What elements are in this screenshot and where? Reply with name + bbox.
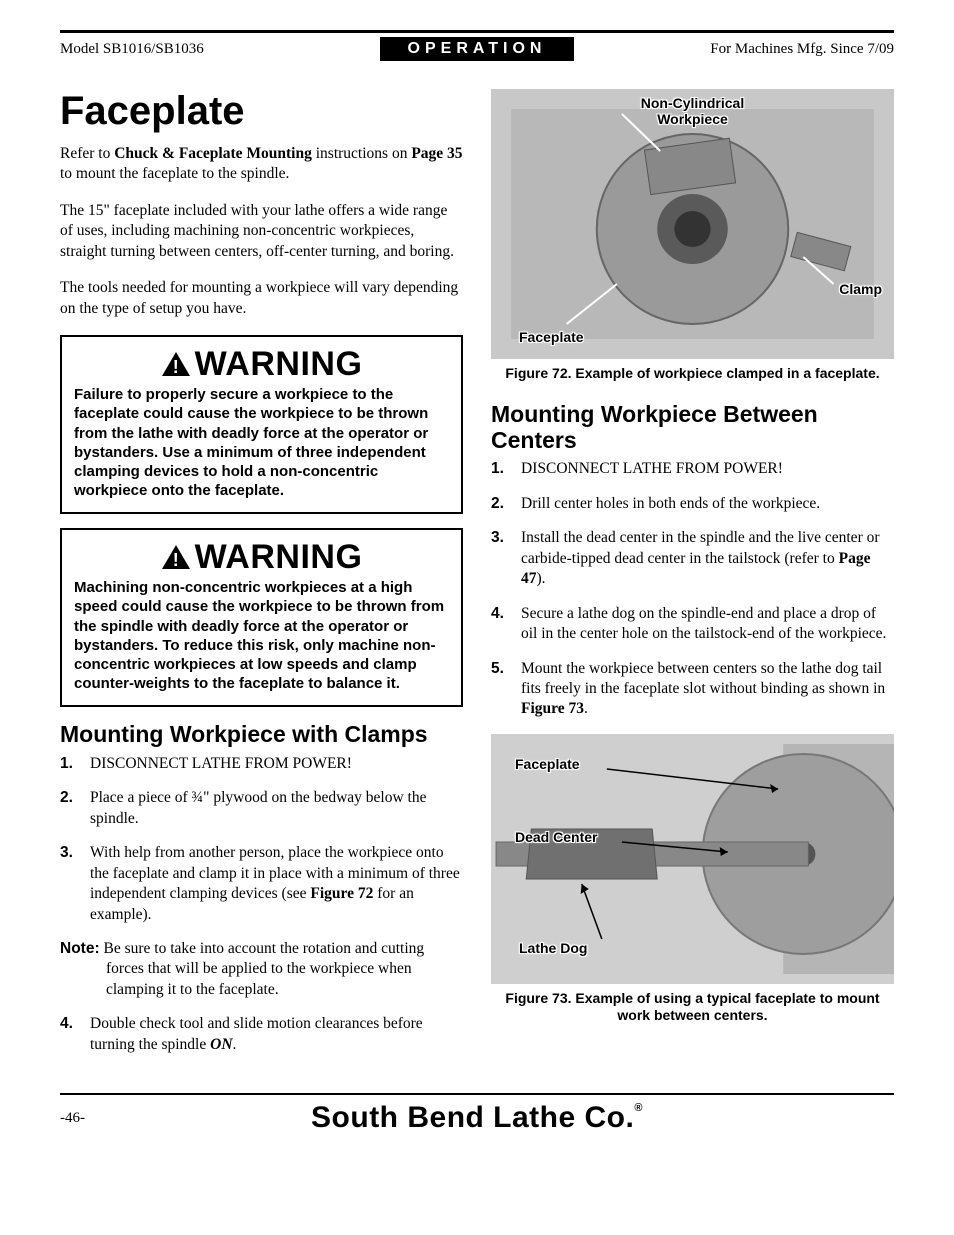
centers-step-3: 3.Install the dead center in the spindle… <box>491 528 894 589</box>
fig72-label-workpiece: Non-Cylindrical Workpiece <box>641 95 744 127</box>
centers-step-5: 5.Mount the workpiece between centers so… <box>491 659 894 720</box>
note-text: Be sure to take into account the rotatio… <box>100 940 425 998</box>
header-model: Model SB1016/SB1036 <box>60 41 380 58</box>
step-text: Double check tool and slide motion clear… <box>90 1014 463 1055</box>
page-number: -46- <box>60 1110 140 1127</box>
centers-step-1: 1.DISCONNECT LATHE FROM POWER! <box>491 459 894 479</box>
clamps-steps-cont: 4.Double check tool and slide motion cle… <box>60 1014 463 1055</box>
step-number: 1. <box>491 459 521 479</box>
warning-1-head-text: WARNING <box>195 345 363 383</box>
figure-72-svg <box>491 89 894 359</box>
warning-1-body: Failure to properly secure a workpiece t… <box>74 385 449 500</box>
intro-p1-b: Chuck & Faceplate Mounting <box>114 145 312 162</box>
bottom-rule <box>60 1093 894 1095</box>
warning-2-head-text: WARNING <box>195 538 363 576</box>
step-number: 3. <box>60 843 90 925</box>
clamps-step-1: 1.DISCONNECT LATHE FROM POWER! <box>60 754 463 774</box>
page-footer: -46- South Bend Lathe Co.® <box>60 1101 894 1135</box>
intro-p1-a: Refer to <box>60 145 114 162</box>
svg-text:!: ! <box>172 550 179 570</box>
step-number: 5. <box>491 659 521 720</box>
clamps-steps: 1.DISCONNECT LATHE FROM POWER! 2.Place a… <box>60 754 463 925</box>
fig73-label-faceplate: Faceplate <box>515 756 580 772</box>
registered-mark: ® <box>634 1102 643 1114</box>
clamps-heading: Mounting Workpiece with Clamps <box>60 721 463 747</box>
intro-p1-e: to mount the faceplate to the spindle. <box>60 165 289 182</box>
left-column: Faceplate Refer to Chuck & Faceplate Mou… <box>60 89 463 1069</box>
right-column: Non-Cylindrical Workpiece Clamp Faceplat… <box>491 89 894 1069</box>
intro-p1: Refer to Chuck & Faceplate Mounting inst… <box>60 144 463 185</box>
step-number: 4. <box>60 1014 90 1055</box>
step-number: 2. <box>60 788 90 829</box>
step-number: 4. <box>491 604 521 645</box>
fig73-label-lathedog: Lathe Dog <box>519 940 587 956</box>
step-text: DISCONNECT LATHE FROM POWER! <box>90 754 463 774</box>
step-text: Drill center holes in both ends of the w… <box>521 494 894 514</box>
figure-73-caption: Figure 73. Example of using a typical fa… <box>491 990 894 1025</box>
content-columns: Faceplate Refer to Chuck & Faceplate Mou… <box>60 89 894 1069</box>
figure-72-image: Non-Cylindrical Workpiece Clamp Faceplat… <box>491 89 894 359</box>
warning-1-head: ! WARNING <box>74 347 449 381</box>
page-title: Faceplate <box>60 89 463 134</box>
svg-text:!: ! <box>172 357 179 377</box>
step-text: Mount the workpiece between centers so t… <box>521 659 894 720</box>
step-text: With help from another person, place the… <box>90 843 463 925</box>
step-number: 2. <box>491 494 521 514</box>
clamps-note: Note: Be sure to take into account the r… <box>60 939 463 1000</box>
step-number: 3. <box>491 528 521 589</box>
figure-72-caption: Figure 72. Example of workpiece clamped … <box>491 365 894 383</box>
fig72-label-clamp: Clamp <box>839 281 882 297</box>
brand-name: South Bend Lathe Co.® <box>140 1101 814 1135</box>
warning-2-body: Machining non-concentric workpieces at a… <box>74 578 449 693</box>
step-text: Secure a lathe dog on the spindle-end an… <box>521 604 894 645</box>
warning-2-head: ! WARNING <box>74 540 449 574</box>
step-number: 1. <box>60 754 90 774</box>
header-section: OPERATION <box>380 37 575 61</box>
step-text: Place a piece of ¾" plywood on the bedwa… <box>90 788 463 829</box>
centers-step-2: 2.Drill center holes in both ends of the… <box>491 494 894 514</box>
page-header: Model SB1016/SB1036 OPERATION For Machin… <box>60 37 894 61</box>
warning-icon: ! <box>161 351 191 377</box>
top-rule <box>60 30 894 33</box>
header-date: For Machines Mfg. Since 7/09 <box>574 41 894 58</box>
clamps-step-3: 3.With help from another person, place t… <box>60 843 463 925</box>
clamps-step-2: 2.Place a piece of ¾" plywood on the bed… <box>60 788 463 829</box>
intro-p2: The 15" faceplate included with your lat… <box>60 201 463 262</box>
intro-p3: The tools needed for mounting a workpiec… <box>60 278 463 319</box>
warning-box-2: ! WARNING Machining non-concentric workpi… <box>60 528 463 707</box>
fig73-label-deadcenter: Dead Center <box>515 829 597 845</box>
centers-heading: Mounting Workpiece Between Centers <box>491 401 894 454</box>
warning-box-1: ! WARNING Failure to properly secure a wo… <box>60 335 463 514</box>
figure-72: Non-Cylindrical Workpiece Clamp Faceplat… <box>491 89 894 383</box>
figure-73: Faceplate Dead Center Lathe Dog Figure 7… <box>491 734 894 1025</box>
fig72-label-faceplate: Faceplate <box>519 329 584 345</box>
step-text: DISCONNECT LATHE FROM POWER! <box>521 459 894 479</box>
intro-p1-d: Page 35 <box>411 145 462 162</box>
step-text: Install the dead center in the spindle a… <box>521 528 894 589</box>
warning-icon: ! <box>161 544 191 570</box>
intro-p1-c: instructions on <box>312 145 411 162</box>
centers-steps: 1.DISCONNECT LATHE FROM POWER! 2.Drill c… <box>491 459 894 720</box>
clamps-step-4: 4.Double check tool and slide motion cle… <box>60 1014 463 1055</box>
note-label: Note: <box>60 940 100 957</box>
figure-73-image: Faceplate Dead Center Lathe Dog <box>491 734 894 984</box>
centers-step-4: 4.Secure a lathe dog on the spindle-end … <box>491 604 894 645</box>
